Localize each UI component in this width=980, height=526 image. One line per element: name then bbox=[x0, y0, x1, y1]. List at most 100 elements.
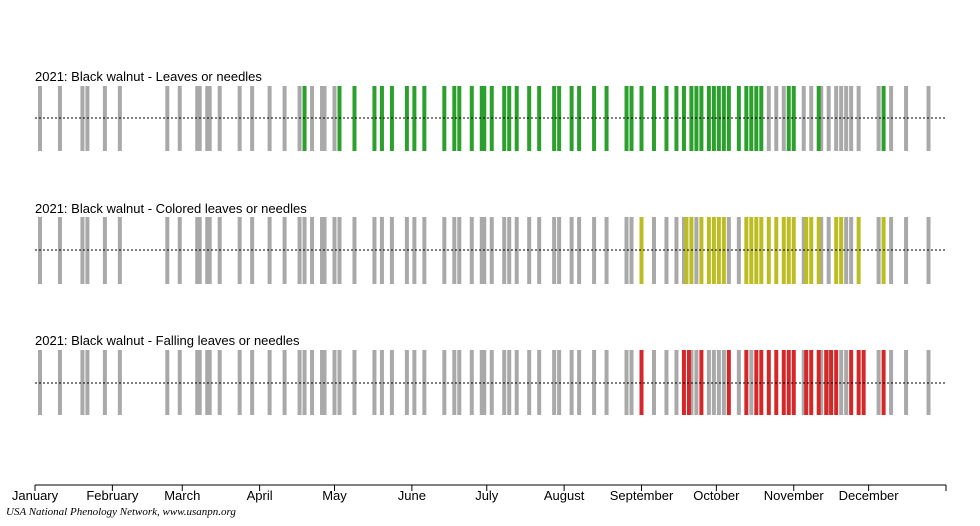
no-observation-bar bbox=[819, 86, 824, 151]
x-tick-label: July bbox=[475, 488, 499, 503]
yes-observation-bar bbox=[624, 86, 629, 151]
no-observation-bar bbox=[552, 350, 557, 415]
yes-observation-bar bbox=[639, 86, 644, 151]
no-observation-bar bbox=[651, 350, 656, 415]
yes-observation-bar bbox=[716, 86, 721, 151]
yes-observation-bar bbox=[479, 86, 484, 151]
yes-observation-bar bbox=[527, 86, 532, 151]
no-observation-bar bbox=[839, 86, 844, 151]
no-observation-bar bbox=[80, 217, 85, 284]
no-observation-bar bbox=[844, 86, 849, 151]
x-axis: January February March April May June July Augu… bbox=[12, 484, 947, 503]
yes-observation-bar bbox=[816, 350, 821, 415]
yes-observation-bar bbox=[736, 86, 741, 151]
yes-observation-bar bbox=[699, 86, 704, 151]
no-observation-bar bbox=[207, 86, 212, 151]
panel-title: 2021: Black walnut - Leaves or needles bbox=[35, 69, 262, 84]
no-observation-bar bbox=[819, 217, 824, 284]
no-observation-bar bbox=[876, 217, 881, 284]
yes-observation-bar bbox=[839, 217, 844, 284]
no-observation-bar bbox=[267, 86, 272, 151]
no-observation-bar bbox=[839, 350, 844, 415]
yes-observation-bar bbox=[352, 86, 357, 151]
yes-observation-bar bbox=[379, 86, 384, 151]
no-observation-bar bbox=[207, 350, 212, 415]
no-observation-bar bbox=[711, 350, 716, 415]
no-observation-bar bbox=[527, 350, 532, 415]
phenophase-panel: 2021: Black walnut - Falling leaves or n… bbox=[35, 333, 945, 415]
phenophase-panel: 2021: Black walnut - Colored leaves or n… bbox=[35, 201, 945, 284]
x-tick-label: December bbox=[839, 488, 900, 503]
yes-observation-bar bbox=[711, 86, 716, 151]
yes-observation-bar bbox=[651, 86, 656, 151]
no-observation-bar bbox=[412, 217, 417, 284]
no-observation-bar bbox=[592, 217, 597, 284]
yes-observation-bar bbox=[744, 217, 749, 284]
no-observation-bar bbox=[379, 350, 384, 415]
yes-observation-bar bbox=[592, 86, 597, 151]
no-observation-bar bbox=[716, 350, 721, 415]
no-observation-bar bbox=[195, 86, 200, 151]
phenophase-panel: 2021: Black walnut - Leaves or needles bbox=[35, 69, 945, 151]
panels: 2021: Black walnut - Leaves or needles 20… bbox=[35, 69, 945, 415]
x-tick-label: January bbox=[12, 488, 59, 503]
no-observation-bar bbox=[320, 217, 325, 284]
no-observation-bar bbox=[372, 217, 377, 284]
no-observation-bar bbox=[267, 217, 272, 284]
yes-observation-bar bbox=[699, 217, 704, 284]
yes-observation-bar bbox=[816, 86, 821, 151]
no-observation-bar bbox=[844, 217, 849, 284]
no-observation-bar bbox=[507, 217, 512, 284]
yes-observation-bar bbox=[716, 217, 721, 284]
yes-observation-bar bbox=[744, 350, 749, 415]
yes-observation-bar bbox=[412, 86, 417, 151]
yes-observation-bar bbox=[856, 217, 861, 284]
no-observation-bar bbox=[736, 350, 741, 415]
yes-observation-bar bbox=[744, 86, 749, 151]
yes-observation-bar bbox=[452, 86, 457, 151]
yes-observation-bar bbox=[699, 350, 704, 415]
no-observation-bar bbox=[876, 86, 881, 151]
no-observation-bar bbox=[904, 350, 909, 415]
no-observation-bar bbox=[267, 350, 272, 415]
yes-observation-bar bbox=[824, 350, 829, 415]
no-observation-bar bbox=[479, 217, 484, 284]
panel-title: 2021: Black walnut - Falling leaves or n… bbox=[35, 333, 300, 348]
yes-observation-bar bbox=[816, 217, 821, 284]
no-observation-bar bbox=[195, 217, 200, 284]
no-observation-bar bbox=[904, 217, 909, 284]
panel-title: 2021: Black walnut - Colored leaves or n… bbox=[35, 201, 307, 216]
no-observation-bar bbox=[819, 350, 824, 415]
yes-observation-bar bbox=[372, 86, 377, 151]
no-observation-bar bbox=[604, 350, 609, 415]
yes-observation-bar bbox=[604, 86, 609, 151]
yes-observation-bar bbox=[639, 350, 644, 415]
no-observation-bar bbox=[452, 217, 457, 284]
no-observation-bar bbox=[624, 350, 629, 415]
no-observation-bar bbox=[876, 350, 881, 415]
x-tick-label: September bbox=[610, 488, 674, 503]
no-observation-bar bbox=[552, 217, 557, 284]
yes-observation-bar bbox=[684, 217, 689, 284]
no-observation-bar bbox=[352, 350, 357, 415]
no-observation-bar bbox=[332, 350, 337, 415]
x-tick-label: June bbox=[398, 488, 426, 503]
yes-observation-bar bbox=[664, 86, 669, 151]
no-observation-bar bbox=[604, 217, 609, 284]
no-observation-bar bbox=[320, 350, 325, 415]
no-observation-bar bbox=[651, 217, 656, 284]
no-observation-bar bbox=[507, 350, 512, 415]
no-observation-bar bbox=[904, 86, 909, 151]
x-tick-label: November bbox=[764, 488, 825, 503]
yes-observation-bar bbox=[759, 217, 764, 284]
yes-observation-bar bbox=[639, 217, 644, 284]
no-observation-bar bbox=[332, 217, 337, 284]
yes-observation-bar bbox=[791, 86, 796, 151]
no-observation-bar bbox=[379, 217, 384, 284]
no-observation-bar bbox=[372, 350, 377, 415]
no-observation-bar bbox=[332, 86, 337, 151]
yes-observation-bar bbox=[804, 217, 809, 284]
no-observation-bar bbox=[404, 217, 409, 284]
yes-observation-bar bbox=[856, 350, 861, 415]
